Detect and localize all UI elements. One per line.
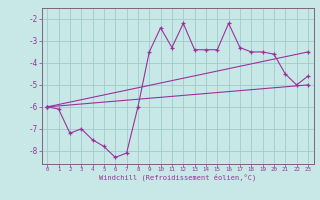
X-axis label: Windchill (Refroidissement éolien,°C): Windchill (Refroidissement éolien,°C) <box>99 174 256 181</box>
